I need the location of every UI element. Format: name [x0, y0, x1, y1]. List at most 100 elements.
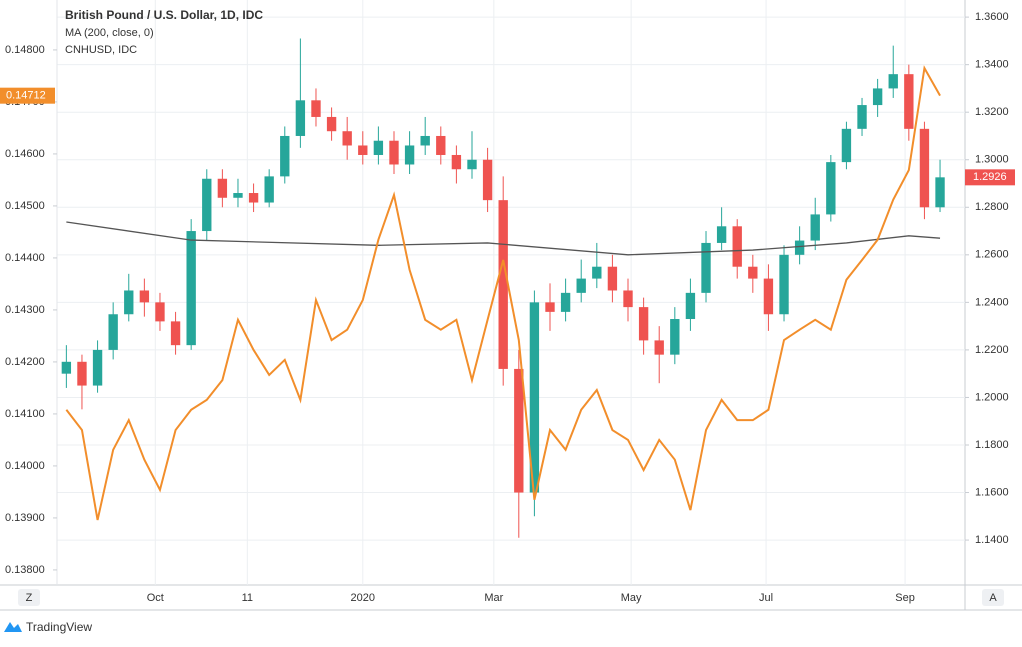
y-tick-label: 1.2600: [975, 249, 1009, 261]
candle-body: [904, 74, 914, 129]
candle-body: [451, 154, 462, 170]
y2-tick-label: 0.14300: [5, 304, 45, 316]
y2-tick-label: 0.14000: [5, 460, 45, 472]
series-line: [65, 65, 941, 521]
candle-body: [436, 135, 446, 155]
candle-body: [607, 266, 618, 291]
candle-body: [77, 361, 87, 386]
candle-body: [482, 159, 493, 201]
candle-body: [514, 368, 524, 493]
candle-body: [670, 319, 680, 355]
x-tick-label: Oct: [147, 592, 164, 604]
y2-tick-label: 0.13900: [5, 512, 45, 524]
candle-body: [576, 278, 586, 293]
y-tick-label: 1.2000: [975, 391, 1009, 403]
brand-logo: [4, 622, 22, 632]
candle-body: [857, 105, 867, 129]
scale-button-label[interactable]: Z: [26, 592, 33, 604]
candle-body: [404, 145, 415, 165]
candle-body: [61, 361, 72, 374]
candle-body: [654, 340, 664, 355]
candle-body: [170, 321, 181, 346]
x-tick-label: 11: [242, 592, 253, 604]
candle-body: [295, 100, 306, 136]
candle-body: [779, 254, 789, 315]
candle-body: [155, 302, 165, 322]
candle-body: [545, 302, 555, 312]
last-price-label: 1.2926: [973, 171, 1007, 183]
candle-body: [92, 349, 103, 386]
candle-body: [202, 178, 212, 232]
legend-entry: CNHUSD, IDC: [65, 44, 137, 56]
candle-body: [872, 88, 883, 106]
candle-body: [233, 193, 243, 198]
candle-body: [280, 135, 290, 177]
y2-tick-label: 0.14600: [5, 148, 45, 160]
candle-body: [373, 140, 384, 155]
candle-body: [826, 162, 836, 215]
y2-tick-label: 0.14200: [5, 356, 45, 368]
y2-tick-label: 0.13800: [5, 564, 45, 576]
candle-body: [342, 131, 352, 146]
legend-entry: MA (200, close, 0): [65, 27, 154, 39]
candle-body: [919, 128, 930, 208]
candle-body: [592, 266, 602, 279]
chart-title: British Pound / U.S. Dollar, 1D, IDC: [65, 8, 263, 22]
x-tick-label: May: [621, 592, 642, 604]
auto-button-label[interactable]: A: [989, 592, 997, 604]
y2-tick-label: 0.14800: [5, 44, 45, 56]
candle-body: [498, 200, 508, 369]
candle-body: [623, 290, 633, 308]
candle-body: [467, 159, 477, 170]
series-line: [66, 221, 941, 256]
y-tick-label: 1.2800: [975, 201, 1009, 213]
y-tick-label: 1.3400: [975, 59, 1009, 71]
auto-button[interactable]: [982, 589, 1004, 606]
y-tick-label: 1.2400: [975, 296, 1009, 308]
candle-body: [311, 100, 321, 117]
candle-body: [248, 193, 259, 203]
y-tick-label: 1.1600: [975, 486, 1009, 498]
brand-name: TradingView: [26, 620, 92, 634]
x-tick-label: Mar: [484, 592, 503, 604]
candle-body: [389, 140, 399, 165]
candle-body: [841, 128, 852, 163]
x-tick-label: 2020: [351, 592, 375, 604]
candle-body: [638, 307, 649, 341]
y-tick-label: 1.1400: [975, 534, 1009, 546]
last-price-badge: [965, 169, 1015, 186]
y-tick-label: 1.3000: [975, 154, 1009, 166]
candle-body: [420, 135, 430, 146]
candle-body: [529, 302, 540, 493]
candle-body: [124, 290, 134, 315]
scale-button[interactable]: [18, 589, 40, 606]
candle-body: [732, 226, 742, 267]
candle-body: [326, 116, 337, 132]
candle-body: [888, 74, 898, 89]
y2-tick-label: 0.14500: [5, 200, 45, 212]
plot: [56, 0, 965, 585]
last-value-badge: [0, 87, 55, 104]
x-tick-label: Sep: [895, 592, 915, 604]
candle-body: [560, 292, 571, 312]
candle-body: [763, 278, 774, 315]
y-tick-label: 1.2200: [975, 344, 1009, 356]
y-tick-label: 1.3200: [975, 106, 1009, 118]
candle-body: [264, 176, 274, 203]
candle-body: [716, 226, 727, 243]
candle-body: [794, 240, 805, 255]
candle-body: [217, 178, 228, 198]
candle-body: [186, 231, 196, 346]
y-tick-label: 1.3600: [975, 11, 1009, 23]
x-tick-label: Jul: [759, 592, 773, 604]
y-tick-label: 1.1800: [975, 439, 1009, 451]
candle-body: [935, 177, 945, 208]
y2-tick-label: 0.14100: [5, 408, 45, 420]
candle-body: [748, 266, 758, 279]
candle-body: [685, 292, 696, 320]
candle-body: [358, 145, 368, 155]
last-value-label: 0.14712: [6, 90, 46, 102]
candle-body: [139, 290, 150, 303]
